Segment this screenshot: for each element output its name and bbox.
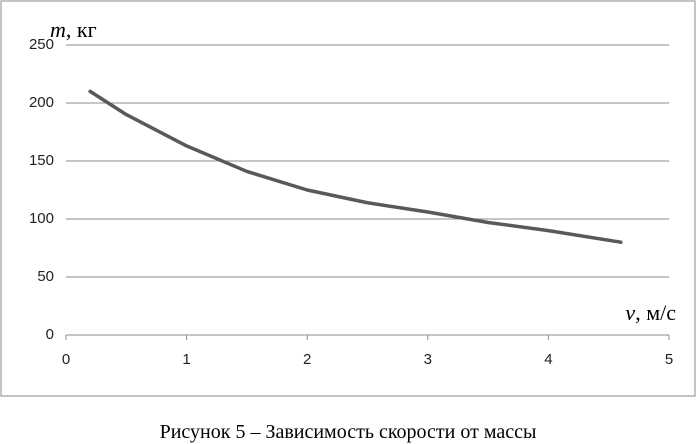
y-tick-label: 0 <box>46 326 54 343</box>
y-tick-label: 200 <box>29 94 54 111</box>
y-axis-title: m, кг <box>50 17 97 42</box>
y-tick-label: 50 <box>37 268 54 285</box>
y-axis-unit: , кг <box>66 17 97 42</box>
x-tick-label: 5 <box>665 351 673 368</box>
x-tick-label: 1 <box>182 351 190 368</box>
x-tick-label: 4 <box>544 351 552 368</box>
x-tick-label: 0 <box>62 351 70 368</box>
caption: Рисунок 5 – Зависимость скорости от масс… <box>160 421 537 443</box>
y-tick-label: 250 <box>29 36 54 53</box>
x-tick-label: 2 <box>303 351 311 368</box>
x-axis-symbol: v <box>625 300 635 325</box>
y-tick-label: 150 <box>29 152 54 169</box>
x-axis-unit: , м/с <box>635 300 676 325</box>
x-tick-label: 3 <box>424 351 432 368</box>
data-line <box>88 89 623 244</box>
x-axis-title: v, м/с <box>625 300 676 325</box>
y-tick-label: 100 <box>29 210 54 227</box>
y-axis-symbol: m <box>50 17 66 42</box>
